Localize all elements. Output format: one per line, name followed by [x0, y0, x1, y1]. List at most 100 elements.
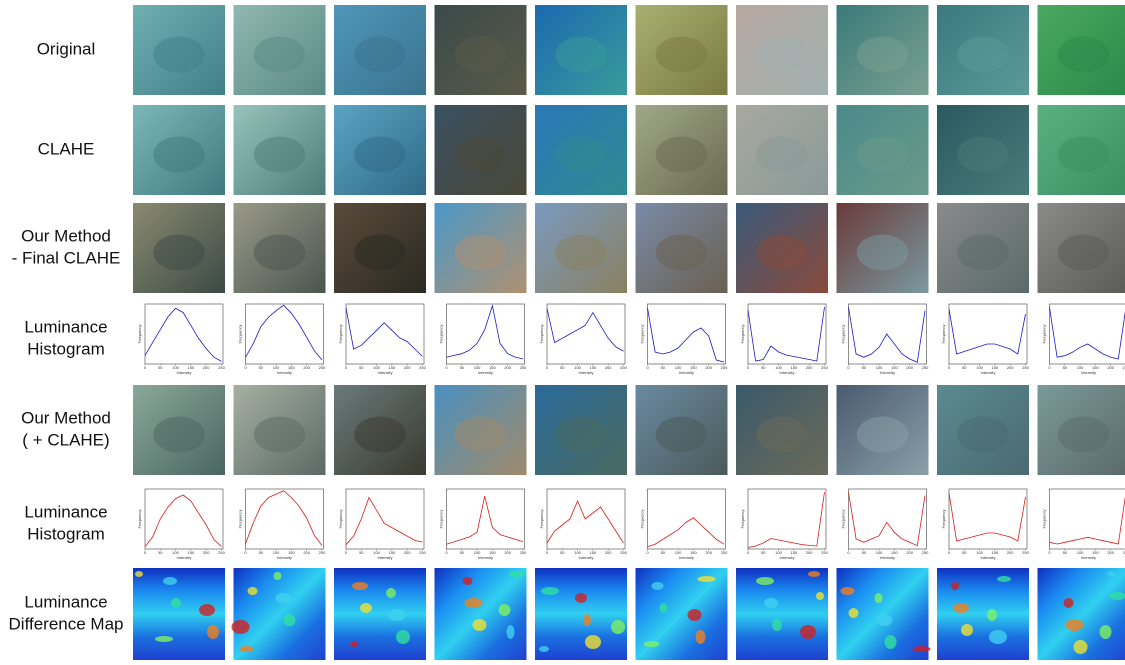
- plot-frame: [346, 489, 424, 549]
- row-label: Difference Map: [9, 614, 124, 633]
- x-axis-label: Intensity: [478, 370, 493, 375]
- photo-detail: [254, 417, 306, 453]
- y-axis-label: Frequency: [238, 325, 243, 344]
- difference-blob: [1066, 619, 1084, 631]
- difference-blob: [199, 604, 215, 616]
- difference-blob: [360, 603, 372, 613]
- row-label: Luminance: [24, 317, 107, 336]
- photo-detail: [957, 417, 1009, 453]
- photo-detail: [153, 417, 205, 453]
- photo-detail: [153, 235, 205, 271]
- x-tick-label: 250: [1022, 550, 1029, 555]
- photo-detail: [756, 417, 808, 453]
- difference-blob: [163, 577, 177, 585]
- x-tick-label: 0: [445, 365, 448, 370]
- difference-blob: [465, 598, 483, 608]
- difference-blob: [698, 576, 716, 582]
- x-tick-label: 0: [345, 365, 348, 370]
- row-label: CLAHE: [38, 139, 95, 158]
- x-tick-label: 0: [144, 550, 147, 555]
- plot-frame: [849, 489, 927, 549]
- y-axis-label: Frequency: [1042, 325, 1047, 344]
- plot-frame: [547, 489, 625, 549]
- x-tick-label: 250: [821, 550, 828, 555]
- y-axis-label: Frequency: [338, 325, 343, 344]
- plot-frame: [849, 304, 927, 364]
- x-tick-label: 200: [404, 550, 411, 555]
- row-label: Histogram: [27, 339, 104, 358]
- difference-blob: [207, 625, 219, 639]
- x-tick-label: 200: [303, 365, 310, 370]
- difference-blob: [135, 571, 143, 577]
- x-tick-label: 200: [906, 550, 913, 555]
- plot-frame: [748, 489, 826, 549]
- difference-blob: [1100, 625, 1112, 639]
- x-tick-label: 250: [821, 365, 828, 370]
- difference-blob: [473, 619, 487, 631]
- difference-map: [334, 568, 426, 660]
- x-tick-label: 0: [1048, 365, 1051, 370]
- photo-detail: [254, 137, 306, 173]
- plot-frame: [1050, 304, 1125, 364]
- x-tick-label: 0: [244, 365, 247, 370]
- difference-blob: [232, 620, 250, 634]
- photo-detail: [354, 37, 406, 73]
- x-axis-label: Intensity: [780, 555, 795, 560]
- photo-detail: [153, 37, 205, 73]
- difference-blob: [913, 646, 931, 652]
- difference-blob: [276, 593, 292, 603]
- row-label: Our Method: [21, 408, 111, 427]
- plot-frame: [145, 489, 223, 549]
- y-axis-label: Frequency: [539, 325, 544, 344]
- y-axis-label: Frequency: [941, 510, 946, 529]
- x-tick-label: 50: [962, 550, 967, 555]
- x-tick-label: 0: [646, 365, 649, 370]
- x-tick-label: 0: [445, 550, 448, 555]
- x-tick-label: 200: [605, 550, 612, 555]
- x-axis-label: Intensity: [177, 555, 192, 560]
- difference-blob: [849, 608, 859, 618]
- difference-blob: [350, 641, 358, 647]
- difference-blob: [575, 593, 587, 603]
- x-tick-label: 250: [620, 365, 627, 370]
- difference-map: [435, 568, 527, 660]
- x-tick-label: 0: [1048, 550, 1051, 555]
- difference-blob: [696, 630, 706, 644]
- x-tick-label: 0: [747, 365, 750, 370]
- difference-blob: [660, 603, 668, 613]
- difference-blob: [541, 587, 559, 595]
- x-axis-label: Intensity: [1081, 370, 1096, 375]
- page: { "row_labels": [ {"lines": ["Original"]…: [0, 0, 1125, 665]
- photo-detail: [957, 235, 1009, 271]
- difference-blob: [509, 571, 525, 577]
- photo-detail: [857, 137, 909, 173]
- y-axis-label: Frequency: [1042, 510, 1047, 529]
- x-tick-label: 50: [761, 365, 766, 370]
- y-axis-label: Frequency: [338, 510, 343, 529]
- photo-detail: [656, 235, 708, 271]
- x-axis-label: Intensity: [378, 370, 393, 375]
- x-tick-label: 250: [620, 550, 627, 555]
- x-tick-label: 200: [806, 550, 813, 555]
- x-tick-label: 250: [922, 550, 929, 555]
- x-tick-label: 50: [560, 365, 565, 370]
- x-tick-label: 250: [218, 365, 225, 370]
- x-tick-label: 50: [862, 365, 867, 370]
- x-tick-label: 50: [962, 365, 967, 370]
- x-axis-label: Intensity: [880, 370, 895, 375]
- x-axis-label: Intensity: [780, 370, 795, 375]
- x-tick-label: 250: [218, 550, 225, 555]
- photo-detail: [153, 137, 205, 173]
- photo-detail: [254, 235, 306, 271]
- difference-blob: [764, 598, 778, 608]
- x-axis-label: Intensity: [579, 370, 594, 375]
- difference-blob: [388, 609, 406, 621]
- difference-blob: [396, 630, 410, 644]
- x-tick-label: 250: [319, 550, 326, 555]
- photo-detail: [1058, 417, 1110, 453]
- photo-detail: [756, 137, 808, 173]
- x-tick-label: 50: [661, 365, 666, 370]
- x-tick-label: 200: [504, 365, 511, 370]
- x-tick-label: 250: [721, 550, 728, 555]
- y-axis-label: Frequency: [238, 510, 243, 529]
